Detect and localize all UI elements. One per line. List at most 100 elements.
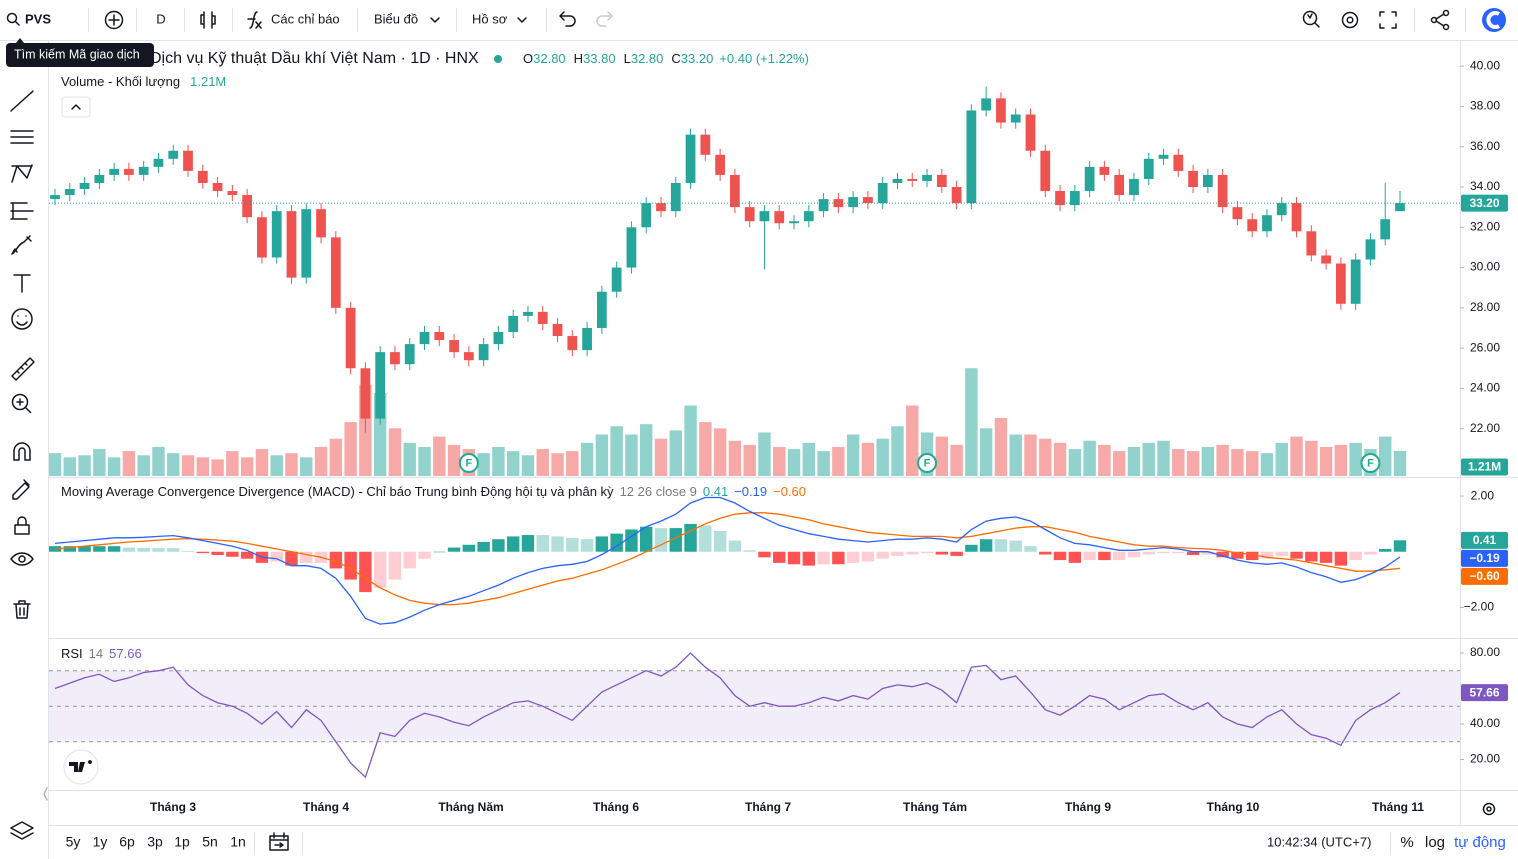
macd-histogram-bar bbox=[418, 551, 431, 559]
share-button[interactable] bbox=[1430, 9, 1450, 31]
profile-menu-label[interactable]: Hồ sơ bbox=[472, 11, 508, 26]
candle-body bbox=[907, 178, 918, 181]
compare-button[interactable] bbox=[104, 10, 124, 30]
symbol[interactable]: PVS bbox=[25, 11, 51, 26]
percent-toggle[interactable]: % bbox=[1400, 834, 1413, 851]
macd-tag-label: −0.19 bbox=[1469, 551, 1500, 565]
candle-body bbox=[138, 166, 149, 175]
candle-body bbox=[951, 187, 962, 204]
volume-bar bbox=[580, 442, 594, 476]
macd-histogram-bar bbox=[181, 550, 195, 552]
lock-tool[interactable] bbox=[14, 516, 30, 535]
range-button[interactable]: 6p bbox=[119, 834, 135, 850]
candle-body bbox=[803, 211, 814, 222]
zoom-icon bbox=[1302, 10, 1318, 26]
y-tick-label: 26.00 bbox=[1470, 340, 1500, 354]
quick-search[interactable] bbox=[1302, 10, 1320, 28]
macd-tag-label: −0.60 bbox=[1469, 569, 1500, 583]
symbol-search[interactable]: PVS bbox=[6, 11, 52, 26]
candle-body bbox=[936, 174, 947, 187]
magnet-tool[interactable] bbox=[13, 442, 31, 461]
left-toolbar-bg bbox=[0, 41, 48, 859]
share-icon bbox=[1430, 16, 1438, 24]
candle-body bbox=[981, 98, 992, 111]
candle-body bbox=[64, 189, 75, 196]
range-button[interactable]: 1n bbox=[230, 834, 246, 850]
emoji-tool[interactable] bbox=[11, 308, 33, 330]
toolbar-bg bbox=[0, 0, 1518, 40]
indicators-button[interactable]: Các chỉ báo bbox=[247, 11, 340, 29]
macd-histogram-bar bbox=[713, 530, 727, 552]
zoom-tool[interactable] bbox=[11, 393, 32, 414]
volume-bar bbox=[595, 434, 609, 476]
macd-histogram-bar bbox=[1024, 546, 1037, 552]
event-label: F bbox=[924, 457, 931, 469]
range-button[interactable]: 1p bbox=[174, 834, 190, 850]
ruler-tool[interactable] bbox=[11, 357, 35, 381]
y-tick-label: 24.00 bbox=[1470, 381, 1500, 395]
undo-button[interactable] bbox=[559, 11, 576, 27]
chart-menu[interactable]: Biểu đồ bbox=[374, 11, 440, 26]
collapse-button bbox=[61, 96, 91, 118]
macd-histogram-bar bbox=[861, 551, 875, 562]
brush-tool[interactable] bbox=[11, 235, 32, 255]
candle-body bbox=[242, 195, 253, 218]
candle-body bbox=[596, 291, 607, 328]
volume-bar bbox=[1039, 438, 1052, 476]
auto-toggle[interactable]: tự động bbox=[1454, 834, 1506, 851]
macd-histogram-bar bbox=[654, 528, 668, 552]
macd-histogram-bar bbox=[1053, 551, 1067, 561]
delete-tool[interactable] bbox=[13, 600, 31, 619]
chart-menu-label[interactable]: Biểu đồ bbox=[374, 11, 418, 26]
text-tool[interactable] bbox=[13, 274, 31, 293]
app-logo[interactable] bbox=[1482, 8, 1506, 32]
volume-bar bbox=[403, 442, 416, 476]
object-tree[interactable] bbox=[10, 821, 34, 840]
y-tick-label: 34.00 bbox=[1470, 179, 1500, 193]
event-marker[interactable] bbox=[917, 453, 938, 473]
candle-body bbox=[153, 158, 164, 167]
log-toggle[interactable]: log bbox=[1425, 834, 1445, 851]
fullscreen-button[interactable] bbox=[1379, 11, 1397, 29]
tv-logo[interactable] bbox=[63, 749, 99, 785]
range-button[interactable]: 3p bbox=[147, 834, 163, 850]
indicators-label[interactable]: Các chỉ báo bbox=[271, 11, 340, 26]
range-button[interactable]: 1y bbox=[93, 834, 108, 850]
pattern-tool[interactable] bbox=[11, 164, 33, 183]
visibility-tool[interactable] bbox=[10, 552, 34, 566]
candle-body bbox=[922, 174, 932, 181]
axis-settings[interactable] bbox=[1482, 802, 1496, 816]
collapse-legend[interactable] bbox=[61, 96, 91, 118]
chart-type-button[interactable] bbox=[200, 11, 216, 29]
date-range-button[interactable] bbox=[269, 832, 289, 851]
macd-histogram-bar bbox=[1379, 548, 1392, 552]
range-button[interactable]: 5y bbox=[66, 834, 81, 850]
volume-bar bbox=[137, 455, 150, 476]
volume-bar bbox=[1349, 442, 1362, 476]
range-button[interactable]: 5n bbox=[202, 834, 218, 850]
legend: Moving Average Convergence Divergence (M… bbox=[61, 484, 806, 499]
candle-body bbox=[375, 352, 386, 419]
candle-body bbox=[626, 227, 637, 268]
interval[interactable]: D bbox=[156, 11, 165, 26]
candle-body bbox=[404, 344, 415, 365]
event-marker[interactable] bbox=[458, 453, 479, 473]
legend: O32.80 H33.80 L32.80 C33.20 +0.40 (+1.22%) bbox=[523, 51, 809, 66]
candle-body bbox=[360, 368, 371, 419]
macd-histogram-bar bbox=[876, 551, 889, 559]
clock[interactable]: 10:42:34 (UTC+7) bbox=[1267, 834, 1371, 849]
candle-body bbox=[892, 178, 903, 183]
profile-menu[interactable]: Hồ sơ bbox=[472, 11, 527, 26]
redo-button[interactable] bbox=[596, 11, 613, 27]
trend-line-tool[interactable] bbox=[10, 90, 34, 112]
settings-button[interactable] bbox=[1341, 11, 1359, 29]
collapse-handle[interactable] bbox=[43, 787, 48, 801]
fib-tool[interactable] bbox=[10, 130, 34, 144]
volume-bar bbox=[669, 430, 682, 476]
draw-lock-tool[interactable] bbox=[12, 479, 30, 500]
macd-histogram-bar bbox=[758, 551, 771, 558]
volume-bar bbox=[1275, 442, 1288, 476]
event-marker[interactable] bbox=[1360, 453, 1381, 473]
volume-bar bbox=[846, 434, 860, 476]
forecast-tool[interactable] bbox=[10, 202, 34, 220]
